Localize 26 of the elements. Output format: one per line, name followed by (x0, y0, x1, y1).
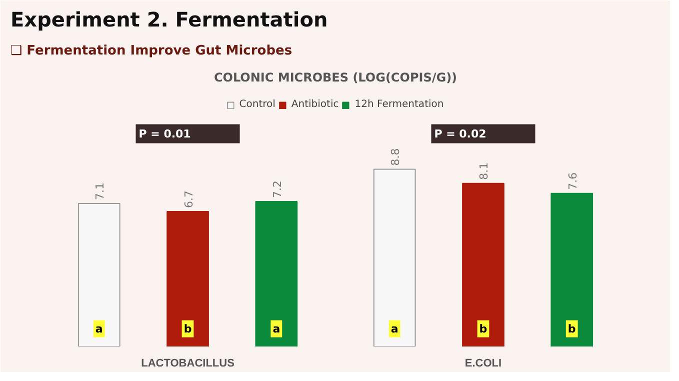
annotation: b (568, 322, 576, 336)
data-label: 7.6 (566, 172, 580, 190)
legend-label: Control (239, 99, 276, 110)
data-label: 8.8 (389, 148, 402, 166)
text: P = 0.02 (434, 127, 486, 140)
bar (255, 200, 298, 346)
x-tick-label: LACTOBACILLUS (141, 358, 234, 370)
bar (166, 211, 209, 346)
text: COLONIC MICROBES (LOG(COPIS/G)) (214, 70, 458, 84)
chart-subtitle: ❑ Fermentation Improve Gut Microbes (10, 44, 292, 58)
data-label: 8.1 (478, 162, 491, 180)
data-label: 6.7 (182, 190, 196, 208)
data-label: 7.2 (270, 180, 284, 198)
data-label: 7.1 (94, 182, 107, 200)
annotation: a (272, 322, 280, 336)
annotation: a (390, 322, 398, 336)
legend-label: 12h Fermentation (354, 99, 444, 110)
annotation: a (95, 322, 103, 336)
text: P = 0.01 (138, 127, 191, 140)
bar (462, 182, 504, 346)
x-tick-label: E.COLI (464, 358, 502, 370)
bar (550, 192, 594, 346)
chart-title: Experiment 2. Fermentation (10, 8, 328, 32)
annotation: b (479, 322, 488, 336)
annotation: b (184, 322, 192, 336)
legend-label: Antibiotic (291, 99, 339, 110)
